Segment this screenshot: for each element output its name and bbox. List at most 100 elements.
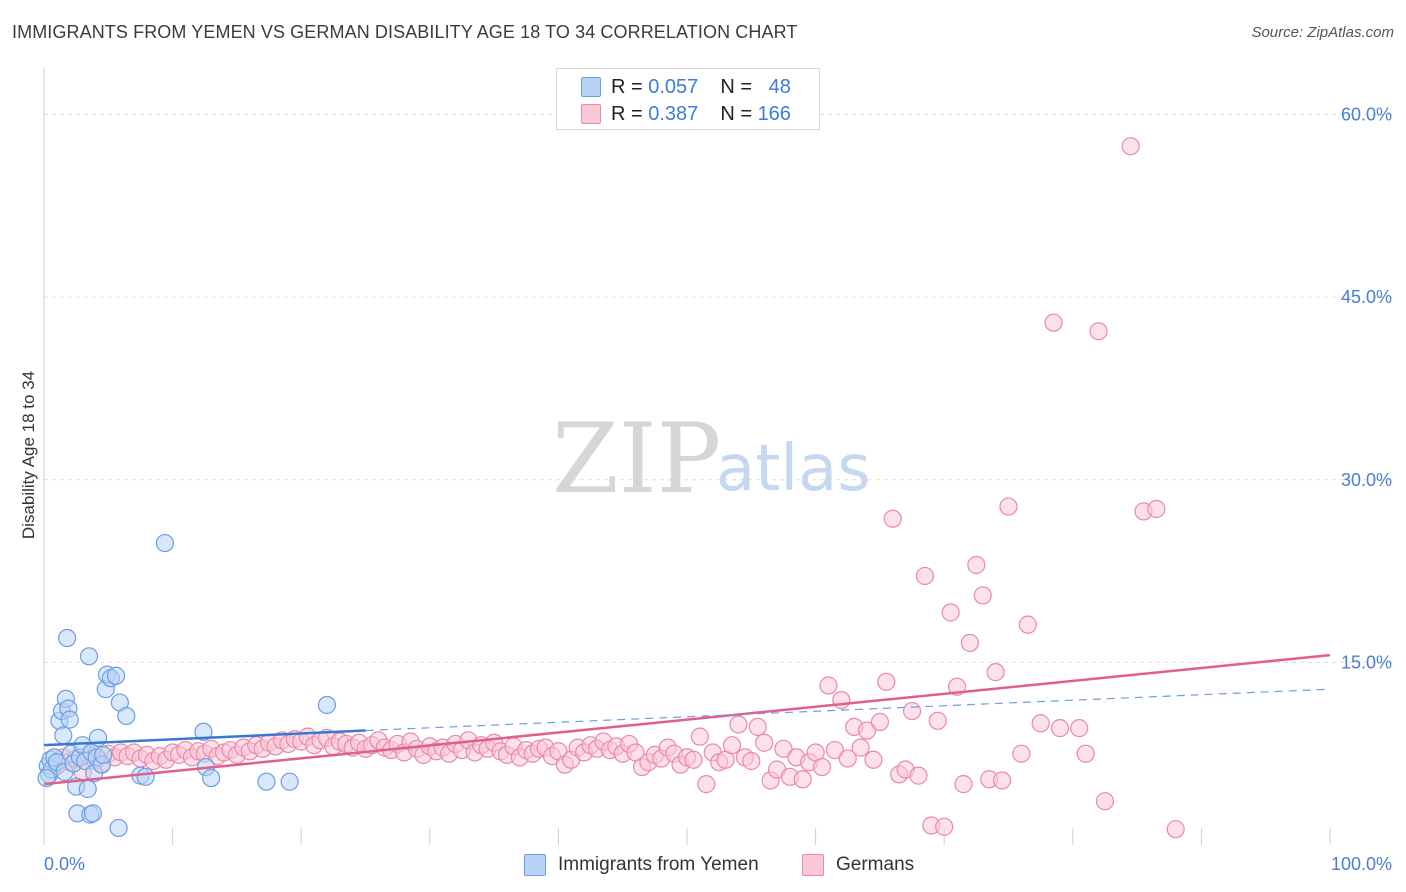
point-yemen (60, 710, 79, 729)
trend-line-yemen-extrapolated (365, 688, 1331, 732)
point-germans (729, 715, 748, 734)
point-germans (748, 717, 767, 737)
point-germans (992, 771, 1012, 790)
point-germans (870, 712, 890, 732)
point-yemen (106, 666, 126, 685)
r-label: R = (611, 102, 643, 125)
germans-swatch (581, 104, 601, 124)
r-label: R = (611, 75, 643, 98)
point-germans (902, 701, 922, 721)
trend-lines (43, 653, 1331, 786)
point-germans (967, 555, 986, 575)
point-yemen (202, 768, 221, 788)
y-tick-label-45: 45.0% (1341, 287, 1392, 307)
point-yemen (257, 772, 276, 791)
n-label: N = (720, 102, 752, 125)
point-germans (742, 751, 761, 771)
x-tick-label-max: 100.0% (1331, 854, 1392, 874)
point-yemen (58, 628, 77, 648)
point-germans (851, 738, 870, 757)
point-germans (774, 739, 793, 758)
point-germans (935, 817, 954, 836)
point-germans (1166, 820, 1185, 839)
point-germans (825, 740, 844, 760)
watermark-zip: ZIP (552, 403, 721, 515)
point-germans (1076, 744, 1095, 763)
point-germans (864, 750, 883, 769)
point-yemen (280, 772, 299, 791)
point-germans (838, 749, 857, 768)
point-germans (722, 736, 742, 755)
point-germans (690, 727, 709, 746)
yemen-points (37, 533, 337, 838)
point-germans (793, 770, 812, 789)
point-germans (1070, 719, 1089, 738)
trend-line-yemen (43, 729, 366, 747)
point-germans (1031, 714, 1050, 733)
point-germans (973, 586, 992, 605)
point-germans (909, 766, 928, 785)
point-germans (857, 721, 877, 740)
n-value-yemen: 48 (768, 75, 791, 98)
point-germans (928, 711, 947, 730)
point-germans (986, 663, 1005, 682)
n-label: N = (720, 75, 752, 98)
legend-label-yemen: Immigrants from Yemen (558, 854, 759, 875)
point-yemen (317, 695, 337, 715)
trend-line-germans (43, 653, 1331, 786)
point-yemen (94, 745, 113, 765)
tick-labels: 15.0% 30.0% 45.0% 60.0% 0.0% 100.0% (44, 105, 1392, 874)
point-germans (1121, 137, 1140, 156)
y-axis-label: Disability Age 18 to 34 (19, 371, 38, 539)
stats-row-yemen: R = 0.057 N = 48 (581, 74, 791, 100)
point-yemen (136, 767, 155, 786)
y-tick-label-15: 15.0% (1341, 652, 1392, 672)
point-germans (1050, 719, 1070, 738)
point-germans (1147, 499, 1166, 519)
point-germans (812, 757, 832, 777)
n-value-germans: 166 (757, 102, 791, 125)
point-germans (819, 676, 838, 695)
source-credit: Source: ZipAtlas.com (1251, 24, 1394, 41)
x-tick-label-min: 0.0% (44, 854, 85, 874)
y-tick-label-30: 30.0% (1341, 470, 1392, 490)
axes (43, 68, 1331, 845)
point-yemen (78, 779, 97, 799)
point-germans (999, 497, 1018, 516)
legend-label-germans: Germans (836, 854, 915, 875)
point-yemen (194, 722, 213, 741)
point-germans (915, 566, 935, 586)
watermark-atlas: atlas (716, 432, 871, 506)
point-germans (1018, 615, 1037, 634)
point-germans (1095, 792, 1115, 811)
r-value-yemen: 0.057 (648, 75, 699, 98)
point-yemen (117, 706, 136, 726)
y-tick-label-60: 60.0% (1341, 105, 1392, 125)
legend-swatch-germans (802, 854, 824, 876)
point-germans (1089, 322, 1108, 341)
point-germans (684, 750, 703, 769)
point-yemen (83, 804, 102, 823)
stats-box: R = 0.057 N = 48 R = 0.387 N = 166 (556, 68, 820, 130)
grid-lines (44, 114, 1392, 663)
legend-item-germans[interactable]: Germans (802, 852, 914, 878)
point-germans (1012, 744, 1031, 763)
point-germans (954, 775, 973, 794)
point-germans (941, 603, 960, 622)
point-germans (960, 633, 980, 653)
point-yemen (155, 533, 174, 553)
legend-item-yemen[interactable]: Immigrants from Yemen (524, 852, 759, 878)
point-yemen (79, 647, 99, 666)
point-germans (883, 509, 902, 528)
point-yemen (109, 818, 128, 838)
point-germans (755, 733, 774, 752)
point-germans (877, 672, 896, 691)
chart-title: IMMIGRANTS FROM YEMEN VS GERMAN DISABILI… (12, 22, 798, 42)
point-yemen (54, 726, 73, 745)
point-germans (697, 775, 716, 794)
point-germans (832, 691, 851, 710)
r-value-germans: 0.387 (648, 102, 699, 125)
stats-row-germans: R = 0.387 N = 166 (581, 101, 791, 127)
legend-swatch-yemen (524, 854, 546, 876)
